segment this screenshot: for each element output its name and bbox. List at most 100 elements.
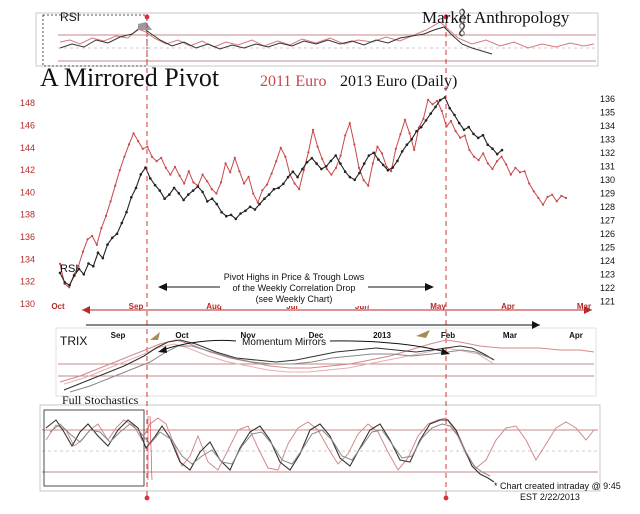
left-tick-label: 132 <box>20 277 35 287</box>
point-2011-euro <box>284 155 287 158</box>
point-2011-euro <box>118 169 121 172</box>
left-tick-label: 130 <box>20 299 35 309</box>
point-2011-euro <box>91 234 94 237</box>
point-2011-euro <box>201 173 204 176</box>
left-tick-label: 146 <box>20 120 35 130</box>
chart-title-black: 2013 Euro (Daily) <box>340 73 457 90</box>
point-2011-euro <box>293 182 296 185</box>
point-2013-euro <box>448 106 452 110</box>
point-2011-euro <box>173 165 177 168</box>
point-2011-euro <box>500 155 503 158</box>
x-tick-label-2011: Jul <box>286 302 298 311</box>
point-2013-euro <box>453 113 456 117</box>
point-2011-euro <box>311 128 315 131</box>
point-2013-euro <box>68 283 71 287</box>
point-2011-euro <box>560 194 563 197</box>
point-2011-euro <box>440 109 443 113</box>
point-2013-euro <box>63 281 67 284</box>
rsi-line-2013 <box>59 26 493 55</box>
point-2013-euro <box>220 210 223 214</box>
brand-left: Market <box>422 8 471 27</box>
point-2013-euro <box>495 152 499 156</box>
trix-line-2011 <box>59 339 595 383</box>
right-tick-label: 129 <box>600 188 615 198</box>
point-2013-euro <box>391 166 395 169</box>
point-2013-euro <box>272 187 276 191</box>
point-2013-euro <box>310 156 314 160</box>
point-2013-euro <box>410 138 414 141</box>
x-tick-label-2013: 2013 <box>373 331 391 340</box>
point-2013-euro <box>215 202 219 206</box>
point-2013-euro <box>291 170 295 173</box>
point-2013-euro <box>130 196 133 199</box>
point-2013-euro <box>491 147 494 150</box>
point-2011-euro <box>229 171 232 174</box>
stochastics-highlight-box <box>43 409 145 487</box>
point-2011-euro <box>495 160 499 163</box>
point-2013-euro <box>462 128 466 132</box>
point-2013-euro <box>339 162 342 165</box>
pivot-dot-bottom-left <box>144 495 150 501</box>
point-2011-euro <box>532 190 535 193</box>
point-2013-euro <box>386 169 390 172</box>
point-2011-euro <box>357 166 361 169</box>
trix-signal-2013 <box>69 345 491 393</box>
point-2013-euro <box>438 98 442 102</box>
point-2011-euro <box>390 170 393 173</box>
x-tick-label-2013: Mar <box>503 331 517 340</box>
rsi-guides <box>58 34 596 62</box>
x-tick-label-2011: Aug <box>206 302 222 311</box>
point-2011-euro <box>380 152 384 155</box>
point-2011-euro <box>371 162 374 165</box>
x-tick-label-2011: Apr <box>501 302 515 311</box>
point-2011-euro <box>109 200 112 203</box>
point-2013-euro <box>172 186 176 190</box>
right-tick-label: 133 <box>600 134 615 144</box>
right-tick-label: 126 <box>600 229 615 239</box>
point-2013-euro <box>153 183 157 187</box>
right-tick-label: 130 <box>600 175 615 185</box>
point-2013-euro <box>196 185 200 188</box>
price-lines <box>58 96 568 289</box>
point-2011-euro <box>169 173 172 176</box>
point-2013-euro <box>134 186 138 190</box>
point-2011-euro <box>528 182 531 185</box>
point-2013-euro <box>429 112 433 115</box>
point-2013-euro <box>329 159 333 163</box>
point-2011-euro <box>178 174 181 177</box>
point-2011-euro <box>146 145 149 148</box>
point-2013-euro <box>87 262 90 265</box>
point-2013-euro <box>229 213 233 217</box>
point-2011-euro <box>472 155 476 158</box>
point-2011-euro <box>298 188 301 191</box>
point-2013-euro <box>305 160 309 164</box>
point-2011-euro <box>210 188 213 191</box>
pivot-dot-top-left <box>144 14 150 20</box>
point-2011-euro <box>265 183 269 186</box>
point-2011-euro <box>100 227 103 230</box>
point-2011-euro <box>68 286 71 289</box>
x-tick-label-2013: Nov <box>240 331 256 340</box>
point-2013-euro <box>158 189 162 192</box>
x-labels-2011: Oct Sep Aug Jul Jun May Apr Mar <box>51 302 591 311</box>
brand-right: Anthropology <box>474 8 570 27</box>
point-2013-euro <box>424 119 428 122</box>
chart-title-main: A Mirrored Pivot <box>40 63 220 92</box>
point-2013-euro <box>267 193 271 196</box>
point-2011-euro <box>256 201 259 204</box>
right-tick-label: 134 <box>600 121 615 131</box>
point-2011-euro <box>238 170 241 173</box>
point-2013-euro <box>210 197 214 200</box>
momentum-arrows <box>150 330 450 355</box>
point-2013-euro <box>177 192 181 195</box>
point-2011-euro <box>132 132 135 135</box>
x-axis-2013 <box>86 321 540 329</box>
point-2013-euro <box>77 267 81 271</box>
point-2013-euro <box>96 251 100 254</box>
right-tick-label: 124 <box>600 256 615 266</box>
point-2011-euro <box>449 119 453 123</box>
point-2013-euro <box>343 170 347 173</box>
point-2011-euro <box>518 171 522 174</box>
point-2011-euro <box>555 200 558 203</box>
point-2011-euro <box>348 122 351 125</box>
